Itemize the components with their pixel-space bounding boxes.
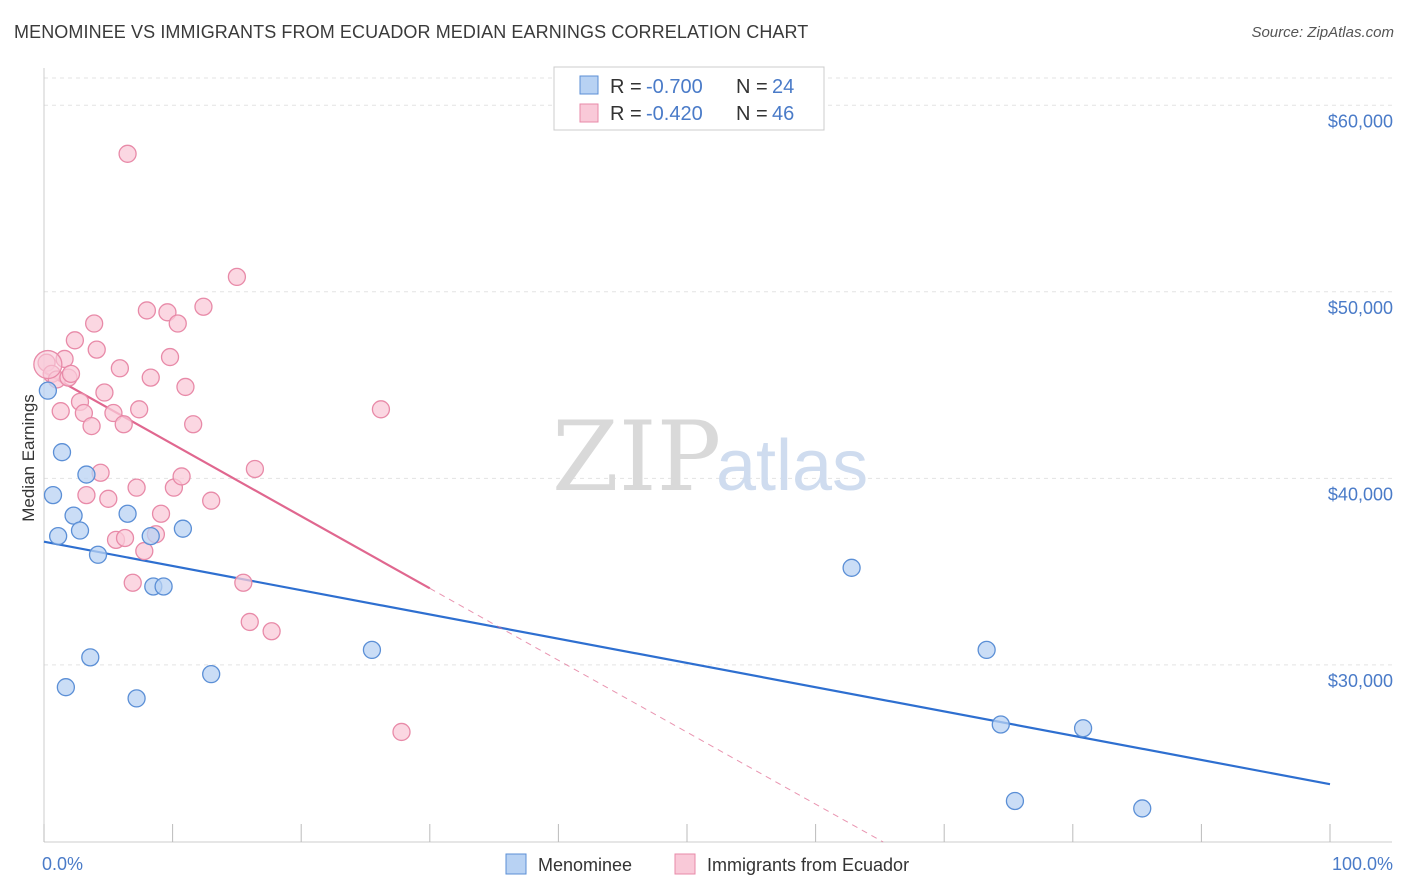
point-ecuador [118, 144, 137, 163]
series-legend-label-ecuador: Immigrants from Ecuador [707, 855, 909, 875]
points-layer [33, 144, 1152, 818]
legend-r-value-ecuador: -0.420 [646, 103, 703, 125]
point-ecuador [194, 297, 213, 316]
point-ecuador [240, 612, 259, 632]
y-tick-label: $40,000 [1328, 484, 1393, 504]
point-menominee [52, 443, 72, 462]
point-ecuador [141, 368, 160, 387]
point-menominee [202, 664, 221, 684]
point-ecuador [85, 314, 104, 333]
series-legend: Menominee Immigrants from Ecuador [505, 853, 909, 875]
point-ecuador [127, 478, 146, 497]
legend-n-label-menominee: N = [736, 76, 768, 98]
point-ecuador [202, 491, 221, 510]
point-menominee [118, 504, 137, 523]
point-ecuador [65, 331, 85, 350]
point-ecuador [245, 459, 265, 479]
point-ecuador [184, 415, 203, 434]
point-menominee [81, 648, 100, 667]
y-tick-label: $50,000 [1328, 298, 1393, 318]
x-tick-label: 0.0% [42, 854, 83, 874]
point-ecuador [104, 403, 123, 423]
point-menominee [43, 485, 63, 505]
point-menominee [1133, 799, 1152, 818]
source-label: Source: ZipAtlas.com [1251, 24, 1394, 41]
legend-n-value-menominee: 24 [772, 76, 794, 98]
chart-title: MENOMINEE VS IMMIGRANTS FROM ECUADOR MED… [14, 22, 809, 42]
point-ecuador [160, 347, 180, 367]
point-ecuador [172, 467, 191, 486]
point-ecuador [114, 415, 133, 434]
point-menominee [56, 678, 76, 697]
point-menominee [991, 715, 1010, 734]
trend-line-ecuador-extension [429, 587, 884, 843]
point-ecuador [176, 377, 195, 397]
point-ecuador [137, 301, 157, 320]
watermark-atlas: atlas [716, 426, 868, 506]
series-legend-swatch-ecuador [674, 853, 696, 875]
point-ecuador [158, 303, 177, 322]
point-ecuador [95, 383, 114, 402]
point-menominee [38, 381, 58, 400]
point-menominee [173, 519, 193, 538]
legend-n-value-ecuador: 46 [772, 103, 794, 125]
point-ecuador [371, 400, 391, 419]
point-ecuador [82, 416, 101, 436]
y-tick-label: $60,000 [1328, 111, 1393, 131]
legend-swatch-menominee [579, 75, 599, 95]
trend-line-menominee [43, 540, 1331, 786]
point-menominee [88, 545, 108, 564]
axes-layer: $30,000 $40,000 $50,000 $60,000 0.0% 100.0% [42, 68, 1393, 874]
point-ecuador [168, 314, 187, 333]
point-ecuador [234, 573, 253, 592]
series-legend-swatch-menominee [505, 853, 527, 875]
point-ecuador [110, 359, 130, 378]
watermark: ZIP atlas [552, 401, 868, 513]
legend-n-label-ecuador: N = [736, 103, 768, 125]
point-ecuador [61, 364, 81, 384]
point-menominee [141, 526, 160, 546]
point-menominee [154, 577, 173, 596]
legend-r-value-menominee: -0.700 [646, 76, 703, 98]
point-menominee [70, 521, 90, 540]
legend-swatch-ecuador [579, 103, 599, 123]
watermark-zip: ZIP [552, 401, 721, 513]
point-ecuador [115, 528, 135, 548]
point-ecuador [99, 489, 118, 508]
legend-box [553, 66, 825, 131]
point-menominee [48, 526, 68, 546]
series-legend-label-menominee: Menominee [538, 855, 632, 875]
correlation-legend: R = -0.700 N = 24 R = -0.420 N = 46 [553, 66, 825, 131]
point-ecuador [392, 722, 411, 742]
point-menominee [362, 640, 382, 660]
point-ecuador [151, 504, 171, 523]
legend-r-label-menominee: R = [610, 76, 642, 98]
point-ecuador [51, 402, 70, 421]
point-ecuador [87, 340, 106, 359]
point-ecuador [227, 267, 247, 287]
point-ecuador [77, 485, 96, 505]
point-ecuador [262, 622, 281, 641]
point-ecuador [123, 573, 142, 592]
point-menominee [127, 689, 146, 708]
y-tick-label: $30,000 [1328, 671, 1393, 691]
y-axis-label: Median Earnings [19, 394, 38, 522]
point-menominee [77, 465, 96, 484]
point-menominee [977, 640, 996, 660]
point-menominee [1005, 791, 1025, 811]
point-menominee [842, 558, 861, 577]
point-ecuador [130, 400, 149, 419]
point-ecuador-cluster [33, 349, 63, 380]
legend-r-label-ecuador: R = [610, 103, 642, 125]
x-tick-label: 100.0% [1332, 854, 1393, 874]
point-menominee [1073, 719, 1093, 738]
